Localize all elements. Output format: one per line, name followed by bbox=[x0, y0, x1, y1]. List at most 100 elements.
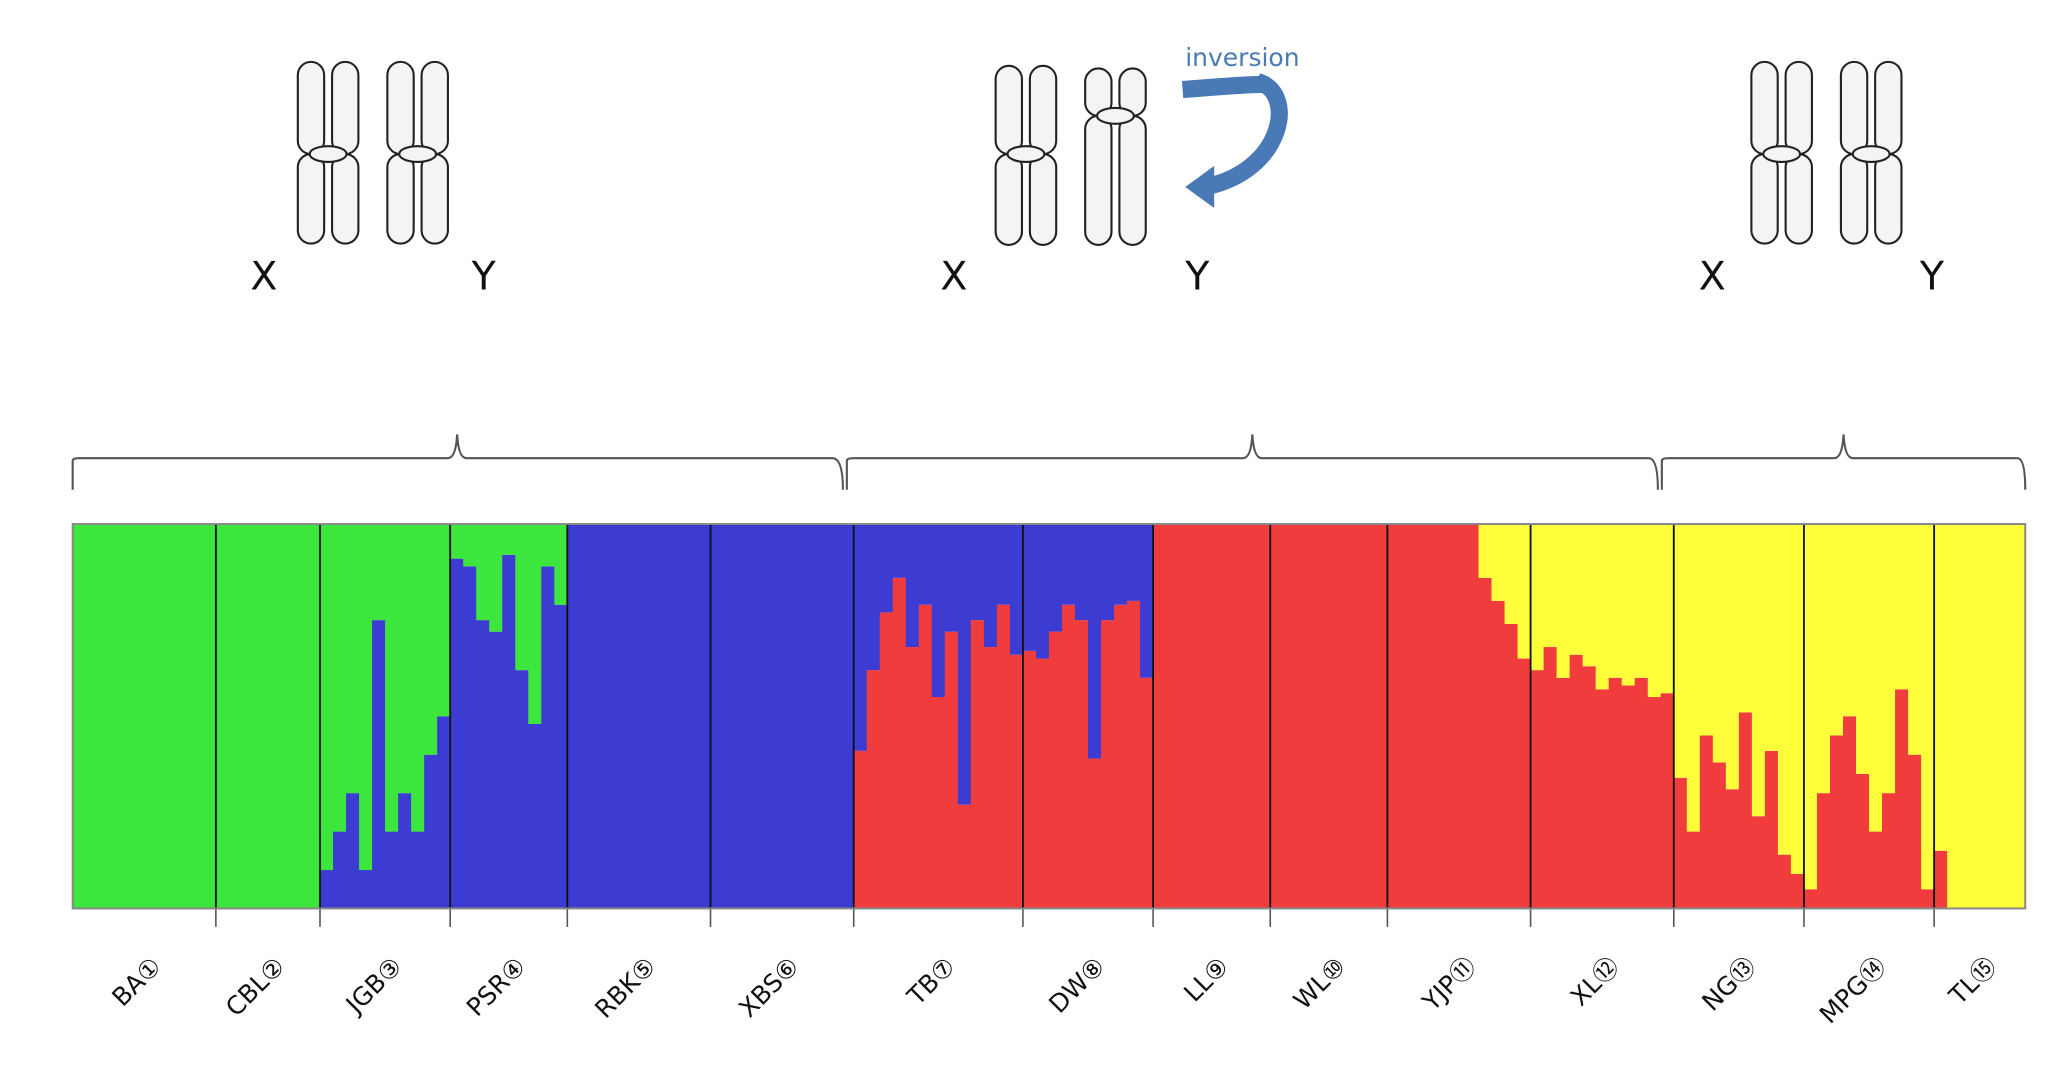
ancestry-segment bbox=[919, 524, 932, 605]
centromere bbox=[1097, 108, 1134, 124]
ancestry-segment bbox=[1765, 751, 1778, 909]
population-label: TL⑮ bbox=[1943, 951, 2003, 1011]
ancestry-segment bbox=[1791, 524, 1804, 874]
ancestry-segment bbox=[437, 716, 450, 908]
ancestry-segment bbox=[242, 524, 255, 908]
chromatid-arm bbox=[1875, 154, 1901, 244]
group-brackets bbox=[73, 434, 2026, 489]
ancestry-segment bbox=[1999, 524, 2012, 908]
ancestry-segment bbox=[1049, 524, 1062, 632]
ancestry-segment bbox=[99, 524, 112, 908]
population-label: LL⑨ bbox=[1178, 951, 1234, 1007]
ancestry-segment bbox=[1700, 735, 1713, 908]
inversion-arrow bbox=[1205, 82, 1279, 187]
ancestry-segment bbox=[1192, 524, 1205, 908]
ancestry-segment bbox=[1583, 666, 1596, 908]
ancestry-segment bbox=[958, 805, 971, 909]
ancestry-segment bbox=[268, 524, 281, 908]
x-label: X bbox=[940, 254, 967, 300]
ancestry-segment bbox=[945, 632, 958, 909]
ancestry-segment bbox=[1921, 889, 1934, 908]
ancestry-segment bbox=[1804, 524, 1817, 889]
ancestry-segment bbox=[515, 524, 528, 670]
ancestry-segment bbox=[1505, 524, 1518, 624]
ancestry-segment bbox=[1895, 689, 1908, 908]
population-label: DW⑧ bbox=[1043, 951, 1110, 1018]
ancestry-segment bbox=[1830, 524, 1843, 735]
ancestry-segment bbox=[1505, 624, 1518, 908]
population-label: XL⑫ bbox=[1565, 951, 1625, 1011]
ancestry-segment bbox=[1518, 659, 1531, 909]
ancestry-segment bbox=[880, 612, 893, 908]
ancestry-segment bbox=[750, 524, 763, 908]
ancestry-segment bbox=[893, 578, 906, 909]
ancestry-segment bbox=[359, 524, 372, 870]
ancestry-segment bbox=[1479, 578, 1492, 909]
ancestry-segment bbox=[854, 524, 867, 751]
ancestry-segment bbox=[1205, 524, 1218, 908]
ancestry-segment bbox=[1856, 774, 1869, 909]
ancestry-segment bbox=[1101, 524, 1114, 620]
ancestry-segment bbox=[1752, 816, 1765, 908]
centromere bbox=[1763, 146, 1800, 162]
ancestry-segment bbox=[880, 524, 893, 612]
chromatid-arm bbox=[332, 62, 358, 154]
ancestry-segment bbox=[125, 524, 138, 908]
ancestry-segment bbox=[450, 524, 463, 559]
chromatid-arm bbox=[1751, 62, 1777, 154]
ancestry-segment bbox=[1817, 524, 1830, 793]
ancestry-segment bbox=[1713, 524, 1726, 762]
ancestry-segment bbox=[958, 524, 971, 805]
ancestry-segment bbox=[763, 524, 776, 908]
ancestry-segment bbox=[1609, 678, 1622, 909]
population-label: YJP⑪ bbox=[1416, 951, 1482, 1017]
ancestry-segment bbox=[854, 751, 867, 909]
ancestry-segment bbox=[1661, 524, 1674, 693]
ancestry-segment bbox=[1296, 524, 1309, 908]
chromatid-arm bbox=[422, 62, 448, 154]
ancestry-segment bbox=[1231, 524, 1244, 908]
karyotype-icons bbox=[298, 62, 1902, 245]
ancestry-segment bbox=[1713, 762, 1726, 908]
ancestry-segment bbox=[1960, 524, 1973, 908]
ancestry-segment bbox=[1426, 524, 1439, 908]
population-label: RBK⑤ bbox=[589, 951, 661, 1023]
ancestry-segment bbox=[1270, 524, 1283, 908]
ancestry-segment bbox=[1387, 524, 1400, 908]
ancestry-segment bbox=[1374, 524, 1387, 908]
ancestry-segment bbox=[1140, 524, 1153, 678]
ancestry-segment bbox=[567, 524, 580, 908]
ancestry-segment bbox=[73, 524, 86, 908]
ancestry-segment bbox=[541, 566, 554, 908]
ancestry-segment bbox=[1218, 524, 1231, 908]
ancestry-segment bbox=[932, 697, 945, 908]
ancestry-segment bbox=[1765, 524, 1778, 751]
centromere bbox=[310, 146, 347, 162]
ancestry-segment bbox=[867, 670, 880, 908]
ancestry-segment bbox=[1531, 524, 1544, 670]
ancestry-segment bbox=[867, 524, 880, 670]
ancestry-segment bbox=[645, 524, 658, 908]
ancestry-segment bbox=[671, 524, 684, 908]
ancestry-segment bbox=[841, 524, 854, 908]
ancestry-segment bbox=[1166, 524, 1179, 908]
chromatid-arm bbox=[387, 62, 413, 154]
ancestry-segment bbox=[1609, 524, 1622, 678]
ancestry-segment bbox=[463, 524, 476, 566]
ancestry-segment bbox=[580, 524, 593, 908]
population-label: MPG⑭ bbox=[1814, 951, 1892, 1029]
ancestry-segment bbox=[294, 524, 307, 908]
y-label: Y bbox=[1919, 254, 1945, 300]
ancestry-segment bbox=[632, 524, 645, 908]
chromatid-arm bbox=[298, 62, 324, 154]
ancestry-segment bbox=[112, 524, 125, 908]
ancestry-segment bbox=[1114, 524, 1127, 605]
ancestry-segment bbox=[1492, 601, 1505, 909]
ancestry-segment bbox=[1934, 524, 1947, 851]
x-label: X bbox=[1699, 254, 1726, 300]
ancestry-segment bbox=[997, 524, 1010, 605]
y-label: Y bbox=[471, 254, 497, 300]
ancestry-segment bbox=[828, 524, 841, 908]
ancestry-segment bbox=[919, 605, 932, 909]
chromatid-arm bbox=[1841, 62, 1867, 154]
